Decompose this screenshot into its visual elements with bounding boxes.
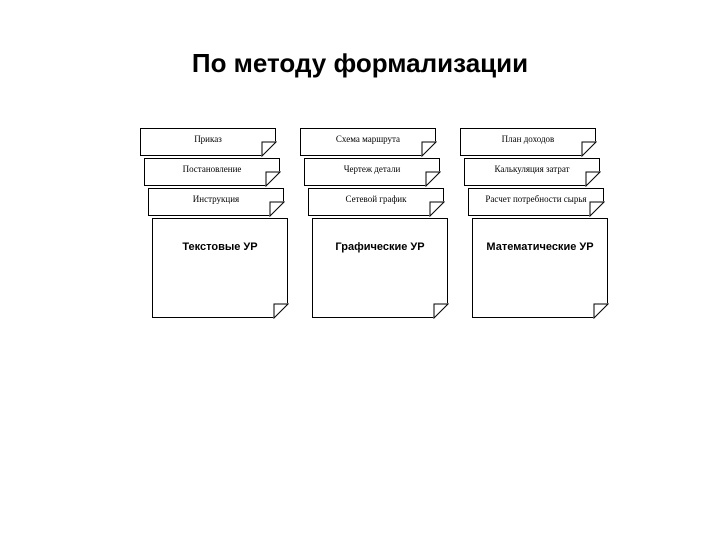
category-label: Текстовые УР — [153, 241, 287, 254]
slide-title: По методу формализации — [0, 48, 720, 79]
example-label: Чертеж детали — [305, 164, 439, 175]
example-label: Расчет потребности сырья — [469, 194, 603, 205]
example-card: Расчет потребности сырья — [468, 188, 604, 216]
example-label: Приказ — [141, 134, 275, 145]
example-card: Постановление — [144, 158, 280, 186]
example-card: Приказ — [140, 128, 276, 156]
category-card: Текстовые УР — [152, 218, 288, 318]
example-card: Чертеж детали — [304, 158, 440, 186]
example-label: Инструкция — [149, 194, 283, 205]
example-label: Калькуляция затрат — [465, 164, 599, 175]
category-label: Графические УР — [313, 241, 447, 254]
example-card: Калькуляция затрат — [464, 158, 600, 186]
example-card: Сетевой график — [308, 188, 444, 216]
category-card: Математические УР — [472, 218, 608, 318]
category-label: Математические УР — [473, 241, 607, 254]
example-card: План доходов — [460, 128, 596, 156]
example-card: Инструкция — [148, 188, 284, 216]
example-label: Схема маршрута — [301, 134, 435, 145]
example-label: Сетевой график — [309, 194, 443, 205]
example-label: Постановление — [145, 164, 279, 175]
example-card: Схема маршрута — [300, 128, 436, 156]
example-label: План доходов — [461, 134, 595, 145]
category-card: Графические УР — [312, 218, 448, 318]
